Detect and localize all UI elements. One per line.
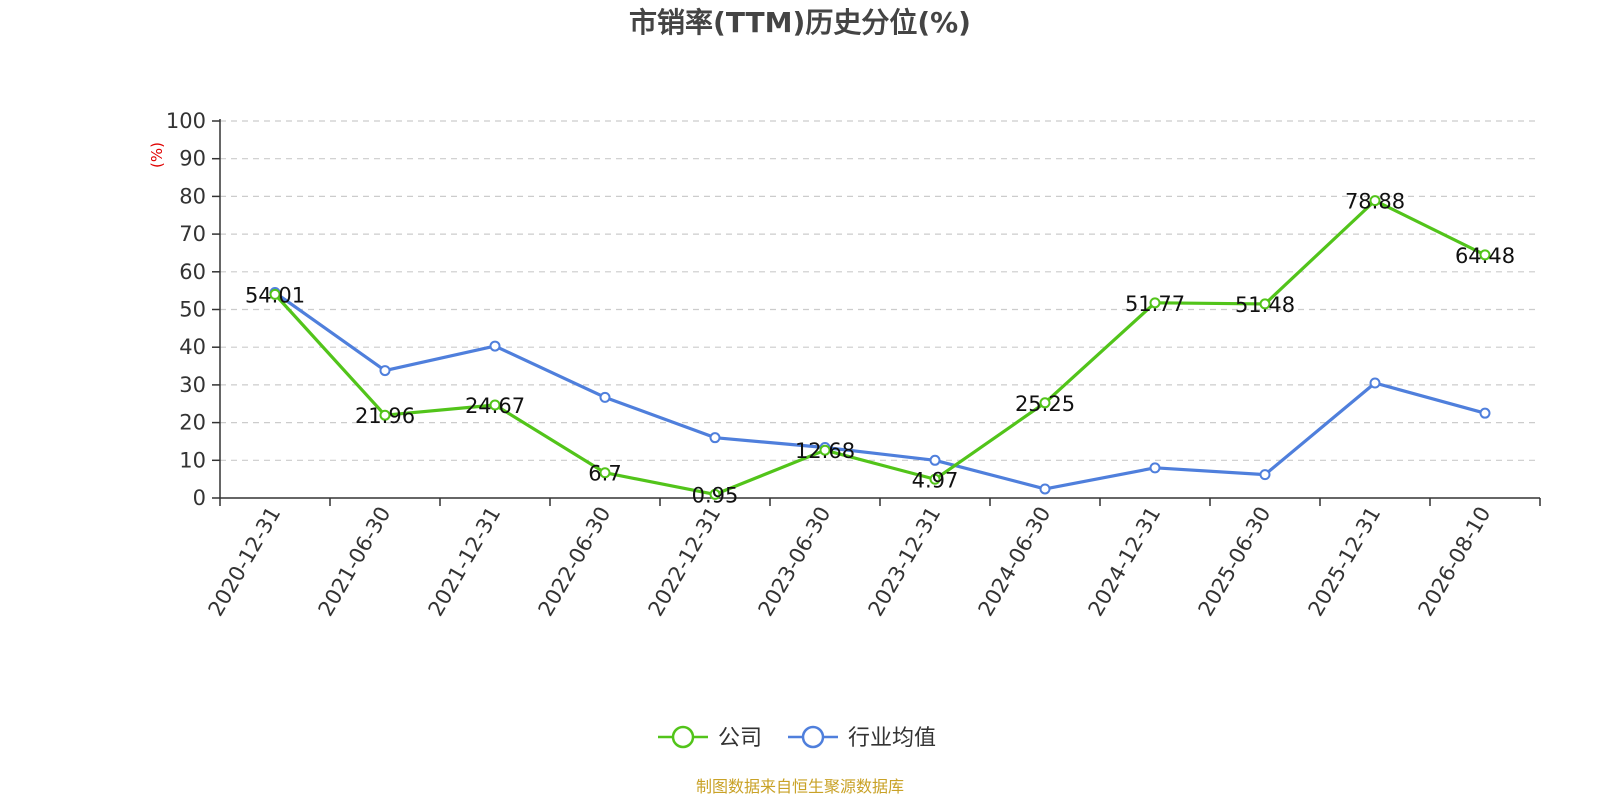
company-data-point[interactable] bbox=[379, 409, 391, 421]
company-data-point[interactable] bbox=[1479, 249, 1491, 261]
x-tick-label: 2020-12-31 bbox=[204, 503, 286, 621]
data-labels: 54.01 21.96 24.67 6.7 0.95 12.68 4.97 25.25 51.7… bbox=[245, 190, 1515, 508]
company-data-point[interactable] bbox=[1259, 298, 1271, 310]
legend-industry-circle-icon bbox=[801, 725, 825, 749]
company-data-point[interactable] bbox=[819, 444, 831, 456]
industry-data-point[interactable] bbox=[1479, 407, 1491, 419]
y-tick-label: 60 bbox=[179, 260, 206, 284]
source-note: 制图数据来自恒生聚源数据库 bbox=[696, 777, 904, 796]
industry-data-point[interactable] bbox=[929, 454, 941, 466]
chart-title: 市销率(TTM)历史分位(%) bbox=[629, 6, 971, 39]
x-tick-label: 2023-06-30 bbox=[754, 503, 836, 621]
y-axis-unit-label: (%) bbox=[148, 142, 166, 168]
company-data-point[interactable] bbox=[709, 488, 721, 500]
industry-data-point[interactable] bbox=[709, 432, 721, 444]
x-tick-label: 2024-12-31 bbox=[1084, 503, 1166, 621]
company-data-point[interactable] bbox=[489, 399, 501, 411]
company-data-label: 4.97 bbox=[912, 468, 959, 492]
company-series-line bbox=[273, 199, 1486, 497]
company-data-label: 0.95 bbox=[692, 483, 739, 507]
legend-industry-label: 行业均值 bbox=[848, 726, 936, 751]
industry-series-line bbox=[274, 291, 1486, 491]
x-tick-label: 2025-06-30 bbox=[1194, 503, 1276, 621]
x-tick-label: 2021-12-31 bbox=[424, 503, 506, 621]
x-tick-label: 2021-06-30 bbox=[314, 503, 396, 621]
y-tick-label: 70 bbox=[179, 222, 206, 246]
industry-data-point[interactable] bbox=[489, 340, 501, 352]
company-data-label: 54.01 bbox=[245, 283, 305, 307]
industry-data-point[interactable] bbox=[1039, 483, 1051, 495]
company-data-point[interactable] bbox=[1039, 397, 1051, 409]
industry-data-point[interactable] bbox=[1259, 469, 1271, 481]
company-data-label: 64.48 bbox=[1455, 244, 1515, 268]
y-tick-label: 90 bbox=[179, 147, 206, 171]
company-data-label: 51.48 bbox=[1235, 293, 1295, 317]
y-tick-label: 80 bbox=[179, 184, 206, 208]
company-data-label: 25.25 bbox=[1015, 392, 1075, 416]
company-data-point[interactable] bbox=[929, 473, 941, 485]
industry-data-point[interactable] bbox=[379, 365, 391, 377]
y-tick-label: 50 bbox=[179, 298, 206, 322]
legend: 公司 行业均值 bbox=[658, 725, 936, 751]
company-data-label: 12.68 bbox=[795, 439, 855, 463]
company-data-label: 24.67 bbox=[465, 394, 525, 418]
x-tick-label: 2022-06-30 bbox=[534, 503, 616, 621]
y-tick-label: 40 bbox=[179, 335, 206, 359]
company-data-point[interactable] bbox=[269, 288, 281, 300]
company-data-point[interactable] bbox=[1369, 195, 1381, 207]
legend-company-label: 公司 bbox=[718, 726, 762, 751]
legend-item-industry-average[interactable]: 行业均值 bbox=[788, 725, 936, 751]
x-tick-label: 2025-12-31 bbox=[1304, 503, 1386, 621]
grid-lines bbox=[220, 120, 1540, 461]
x-tick-label: 2024-06-30 bbox=[974, 503, 1056, 621]
company-data-label: 6.7 bbox=[588, 462, 621, 486]
y-tick-label: 10 bbox=[179, 448, 206, 472]
industry-data-point[interactable] bbox=[1369, 377, 1381, 389]
company-data-point[interactable] bbox=[599, 467, 611, 479]
y-tick-label: 30 bbox=[179, 373, 206, 397]
legend-company-circle-icon bbox=[671, 725, 695, 749]
series-lines bbox=[269, 195, 1491, 500]
x-tick-label: 2022-12-31 bbox=[644, 503, 726, 621]
industry-data-point[interactable] bbox=[1149, 462, 1161, 474]
y-tick-label: 20 bbox=[179, 411, 206, 435]
company-data-label: 51.77 bbox=[1125, 292, 1185, 316]
y-tick-label: 100 bbox=[166, 109, 206, 133]
x-tick-label: 2026-08-10 bbox=[1414, 503, 1496, 621]
axes: 0 10 20 30 40 50 60 70 80 90 100 2020-12-31 2021-06-… bbox=[166, 109, 1541, 621]
legend-item-company[interactable]: 公司 bbox=[658, 725, 762, 751]
company-data-point[interactable] bbox=[1149, 297, 1161, 309]
x-tick-label: 2023-12-31 bbox=[864, 503, 946, 621]
industry-data-point[interactable] bbox=[599, 391, 611, 403]
company-data-label: 21.96 bbox=[355, 404, 415, 428]
company-data-label: 78.88 bbox=[1345, 190, 1405, 214]
y-tick-label: 0 bbox=[193, 486, 206, 510]
